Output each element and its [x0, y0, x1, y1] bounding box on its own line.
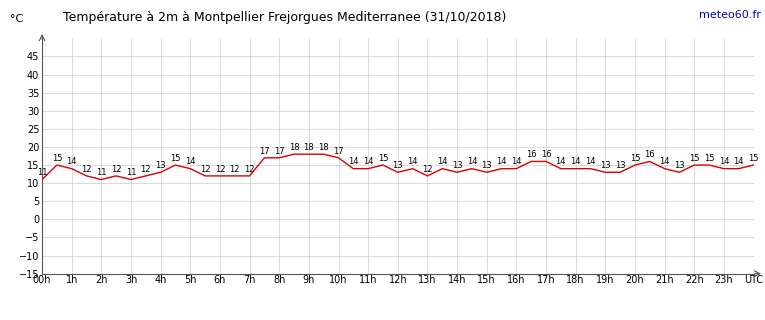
Text: 14: 14 [734, 157, 744, 166]
Text: 12: 12 [244, 165, 255, 174]
Text: 13: 13 [481, 161, 492, 170]
Text: 13: 13 [600, 161, 610, 170]
Text: 15: 15 [689, 154, 699, 163]
Text: 13: 13 [615, 161, 626, 170]
Text: 17: 17 [259, 147, 270, 156]
Text: 14: 14 [408, 157, 418, 166]
Text: 13: 13 [155, 161, 166, 170]
Text: 11: 11 [37, 168, 47, 177]
Text: 14: 14 [363, 157, 373, 166]
Text: 14: 14 [659, 157, 670, 166]
Text: 18: 18 [288, 143, 299, 152]
Text: 14: 14 [348, 157, 359, 166]
Text: 15: 15 [378, 154, 388, 163]
Text: 18: 18 [318, 143, 329, 152]
Text: 13: 13 [392, 161, 403, 170]
Text: °C: °C [10, 14, 23, 24]
Text: 16: 16 [541, 150, 552, 159]
Text: 12: 12 [200, 165, 210, 174]
Text: Température à 2m à Montpellier Frejorgues Mediterranee (31/10/2018): Température à 2m à Montpellier Frejorgue… [63, 11, 506, 24]
Text: 12: 12 [111, 165, 122, 174]
Text: 16: 16 [526, 150, 536, 159]
Text: 15: 15 [748, 154, 759, 163]
Text: 17: 17 [274, 147, 285, 156]
Text: 15: 15 [704, 154, 715, 163]
Text: 14: 14 [555, 157, 566, 166]
Text: 12: 12 [215, 165, 225, 174]
Text: 15: 15 [171, 154, 181, 163]
Text: 17: 17 [334, 147, 343, 156]
Text: 13: 13 [674, 161, 685, 170]
Text: 14: 14 [185, 157, 196, 166]
Text: 11: 11 [96, 168, 106, 177]
Text: 12: 12 [230, 165, 240, 174]
Text: 14: 14 [511, 157, 522, 166]
Text: 11: 11 [125, 168, 136, 177]
Text: 12: 12 [141, 165, 151, 174]
Text: 14: 14 [571, 157, 581, 166]
Text: 14: 14 [467, 157, 477, 166]
Text: 18: 18 [304, 143, 314, 152]
Text: meteo60.fr: meteo60.fr [699, 10, 761, 20]
Text: 14: 14 [437, 157, 448, 166]
Text: 14: 14 [585, 157, 596, 166]
Text: 14: 14 [718, 157, 729, 166]
Text: 13: 13 [452, 161, 462, 170]
Text: 15: 15 [630, 154, 640, 163]
Text: 15: 15 [52, 154, 62, 163]
Text: 16: 16 [644, 150, 655, 159]
Text: 12: 12 [422, 165, 433, 174]
Text: 12: 12 [81, 165, 92, 174]
Text: 14: 14 [67, 157, 77, 166]
Text: 14: 14 [496, 157, 506, 166]
